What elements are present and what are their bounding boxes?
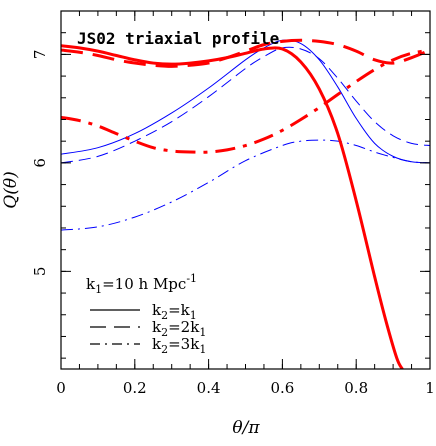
y-tick-label: 5 (31, 267, 49, 277)
series-layer (61, 38, 430, 369)
plot-frame (60, 10, 431, 370)
series-line-6 (61, 48, 430, 154)
x-tick-label: 0 (56, 379, 66, 397)
series-line-2 (61, 46, 430, 164)
x-tick-label: 0.4 (197, 379, 221, 397)
x-axis-label: θ/π (232, 418, 260, 438)
x-tick-label: 0.8 (344, 379, 368, 397)
legend-header: k1=10 h Mpc-1 (86, 272, 197, 296)
tick-layer: 0 0.2 0.4 0.6 0.8 1 5 6 7 (31, 10, 435, 397)
x-tick-label: 0.6 (270, 379, 294, 397)
series-line-4 (61, 44, 404, 369)
series-line-3 (61, 139, 430, 231)
legend-entry-1: k2=k1 (152, 301, 197, 322)
legend: k1=10 h Mpc-1 k2=k1 k2=2k1 k2=3k1 (86, 272, 206, 356)
y-tick-label: 6 (31, 158, 49, 168)
legend-entry-3: k2=3k1 (152, 335, 206, 356)
x-tick-label: 1 (425, 379, 435, 397)
y-axis-label: Q(θ) (1, 171, 21, 208)
x-tick-label: 0.2 (123, 379, 147, 397)
chart-title: JS02 triaxial profile (77, 29, 279, 48)
y-tick-label: 7 (31, 50, 49, 60)
legend-entry-2: k2=2k1 (152, 318, 206, 339)
